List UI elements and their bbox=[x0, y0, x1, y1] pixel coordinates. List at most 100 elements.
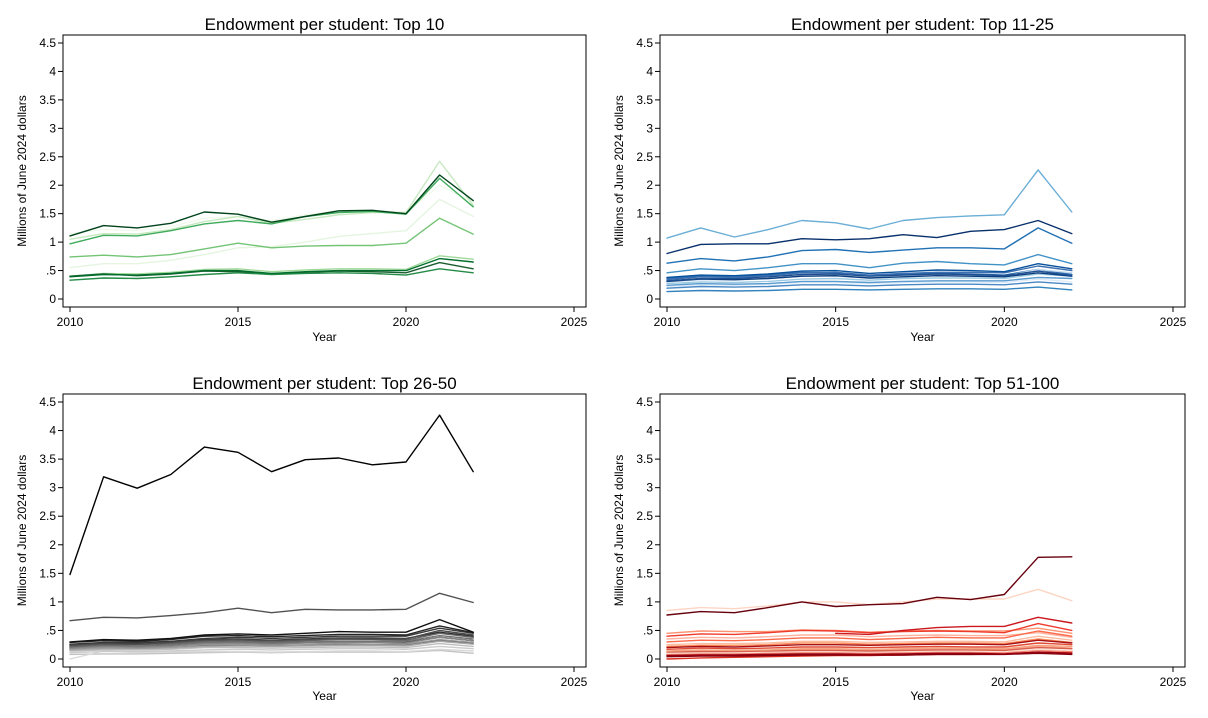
series-line bbox=[666, 635, 1073, 646]
y-tick-label: 1.5 bbox=[636, 207, 653, 221]
series-line bbox=[69, 592, 474, 622]
series-line bbox=[666, 270, 1073, 282]
x-axis-label: Year bbox=[312, 689, 336, 703]
y-tick-label: .5 bbox=[46, 623, 56, 637]
series-line bbox=[666, 638, 1073, 648]
series-line bbox=[666, 265, 1073, 281]
y-tick-label: 2 bbox=[49, 178, 56, 192]
chart-panel-2: Endowment per student: Top 11-25 0 .5 1 1.5 2… bbox=[612, 15, 1187, 344]
series-line bbox=[69, 174, 474, 237]
x-tick-label: 2015 bbox=[225, 675, 252, 689]
y-axis-label: Millions of June 2024 dollars bbox=[612, 455, 626, 606]
x-tick-label: 2020 bbox=[393, 675, 420, 689]
x-axis-label: Year bbox=[910, 330, 934, 344]
series-line bbox=[666, 622, 1073, 637]
y-tick-label: 0 bbox=[646, 652, 653, 666]
x-tick-label: 2010 bbox=[654, 315, 681, 329]
chart-panel-1: Endowment per student: Top 10 0 .5 1 1.5 2 2.5… bbox=[15, 15, 588, 344]
y-tick-label: 4.5 bbox=[636, 395, 653, 409]
series-line bbox=[69, 645, 474, 654]
y-tick-label: 1.5 bbox=[39, 207, 56, 221]
y-tick-label: 3 bbox=[49, 481, 56, 495]
y-tick-label: 3.5 bbox=[39, 93, 56, 107]
y-axis-label: Millions of June 2024 dollars bbox=[15, 95, 29, 246]
series-line bbox=[666, 286, 1073, 293]
y-axis-label: Millions of June 2024 dollars bbox=[15, 455, 29, 606]
chart-title: Endowment per student: Top 26-50 bbox=[192, 374, 456, 393]
series-line bbox=[666, 278, 1073, 288]
x-tick-label: 2015 bbox=[225, 315, 252, 329]
chart-title: Endowment per student: Top 11-25 bbox=[791, 15, 1054, 34]
y-tick-label: 3.5 bbox=[636, 452, 653, 466]
series-line bbox=[666, 276, 1073, 286]
y-tick-label: 1.5 bbox=[636, 566, 653, 580]
y-tick-label: 4.5 bbox=[636, 36, 653, 50]
series-line bbox=[666, 556, 1073, 616]
series-line bbox=[666, 263, 1073, 279]
x-tick-label: 2025 bbox=[561, 675, 588, 689]
series-line bbox=[69, 255, 474, 277]
y-tick-label: 3.5 bbox=[39, 452, 56, 466]
y-tick-label: 4.5 bbox=[39, 36, 56, 50]
series-line bbox=[666, 227, 1073, 264]
y-tick-label: 3 bbox=[49, 121, 56, 135]
series-line bbox=[666, 642, 1073, 650]
y-tick-label: 3 bbox=[646, 481, 653, 495]
series-line bbox=[69, 618, 474, 643]
y-tick-label: 3 bbox=[646, 121, 653, 135]
chart-title: Endowment per student: Top 51-100 bbox=[786, 374, 1060, 393]
series-line bbox=[666, 630, 1073, 643]
y-tick-label: 1 bbox=[49, 235, 56, 249]
y-tick-label: .5 bbox=[643, 264, 653, 278]
y-tick-label: 2.5 bbox=[636, 150, 653, 164]
y-axis-label: Millions of June 2024 dollars bbox=[612, 95, 626, 246]
y-tick-label: 0 bbox=[646, 292, 653, 306]
y-tick-label: 2 bbox=[49, 538, 56, 552]
y-tick-label: 1 bbox=[646, 595, 653, 609]
x-tick-label: 2010 bbox=[654, 675, 681, 689]
y-tick-label: 3.5 bbox=[636, 93, 653, 107]
y-tick-label: 4 bbox=[646, 424, 653, 438]
x-tick-label: 2010 bbox=[57, 315, 84, 329]
series-line bbox=[666, 281, 1073, 289]
series-line bbox=[69, 414, 474, 576]
series-line bbox=[69, 198, 474, 269]
series-line bbox=[69, 217, 474, 258]
y-tick-label: 2.5 bbox=[636, 509, 653, 523]
series-line bbox=[666, 651, 1073, 657]
series-line bbox=[69, 629, 474, 646]
y-tick-label: 2.5 bbox=[39, 509, 56, 523]
x-tick-label: 2015 bbox=[822, 675, 849, 689]
x-axis-label: Year bbox=[910, 689, 934, 703]
x-tick-label: 2010 bbox=[57, 675, 84, 689]
y-tick-label: 4 bbox=[646, 64, 653, 78]
chart-title: Endowment per student: Top 10 bbox=[205, 15, 445, 34]
x-tick-label: 2020 bbox=[991, 675, 1018, 689]
series-line bbox=[69, 648, 474, 660]
series-line bbox=[666, 648, 1073, 654]
series-line bbox=[69, 268, 474, 281]
series-line bbox=[666, 253, 1073, 274]
y-tick-label: 1.5 bbox=[39, 566, 56, 580]
y-tick-label: 2 bbox=[646, 538, 653, 552]
chart-panel-4: Endowment per student: Top 51-100 0 .5 1 1.5… bbox=[612, 374, 1187, 703]
x-tick-label: 2015 bbox=[822, 315, 849, 329]
chart-panel-3: Endowment per student: Top 26-50 0 .5 1 1.5 2… bbox=[15, 374, 588, 703]
series-line bbox=[666, 649, 1073, 656]
x-axis-label: Year bbox=[312, 330, 336, 344]
series-line bbox=[666, 273, 1073, 285]
series-line bbox=[69, 642, 474, 652]
x-tick-label: 2025 bbox=[1160, 315, 1187, 329]
series-line bbox=[666, 272, 1073, 283]
series-line bbox=[666, 644, 1073, 652]
plot-area bbox=[62, 393, 587, 668]
y-tick-label: 4 bbox=[49, 424, 56, 438]
y-tick-label: .5 bbox=[46, 264, 56, 278]
series-line bbox=[835, 616, 1073, 636]
series-line bbox=[666, 646, 1073, 653]
series-line bbox=[69, 257, 474, 278]
y-tick-label: 1 bbox=[49, 595, 56, 609]
y-tick-label: 0 bbox=[49, 652, 56, 666]
series-line bbox=[69, 638, 474, 650]
y-tick-label: 2.5 bbox=[39, 150, 56, 164]
